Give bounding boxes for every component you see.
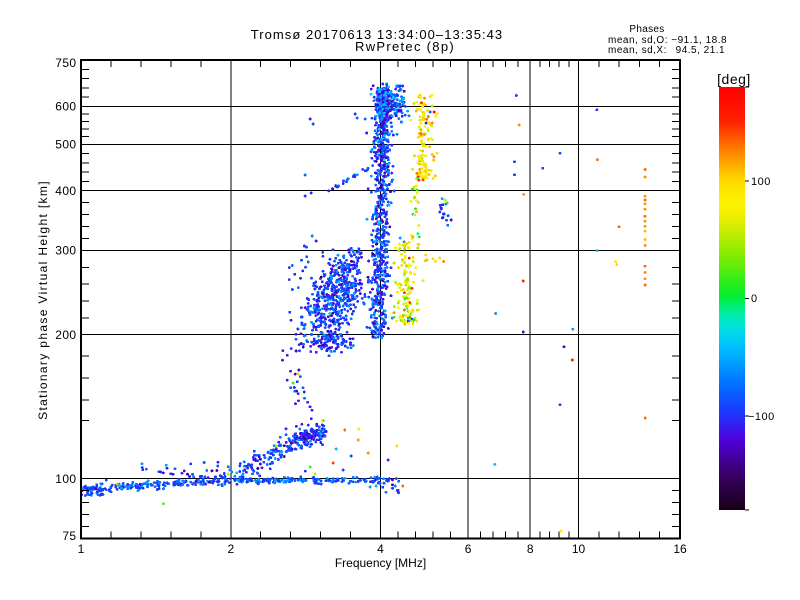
svg-text:−100: −100 — [748, 411, 775, 423]
svg-text:500: 500 — [55, 138, 76, 152]
svg-text:16: 16 — [673, 542, 687, 556]
svg-text:[deg]: [deg] — [717, 71, 751, 87]
svg-text:8: 8 — [527, 542, 534, 556]
svg-text:2: 2 — [227, 542, 234, 556]
svg-text:RwPretec (8p): RwPretec (8p) — [355, 39, 455, 54]
svg-text:75: 75 — [62, 529, 76, 543]
svg-text:300: 300 — [55, 244, 76, 258]
svg-text:6: 6 — [465, 542, 472, 556]
svg-text:mean, sd,O: −91.1, 18.8: mean, sd,O: −91.1, 18.8 — [608, 35, 727, 46]
svg-text:100: 100 — [55, 472, 76, 486]
svg-text:100: 100 — [751, 176, 771, 188]
svg-text:Stationary phase Virtual Heigh: Stationary phase Virtual Height [km] — [36, 180, 50, 420]
svg-text:Frequency [MHz]: Frequency [MHz] — [335, 556, 426, 570]
svg-text:750: 750 — [55, 56, 76, 70]
svg-text:200: 200 — [55, 328, 76, 342]
svg-text:1: 1 — [78, 542, 85, 556]
svg-text:0: 0 — [751, 293, 758, 305]
svg-text:Phases: Phases — [629, 24, 664, 35]
svg-text:10: 10 — [572, 542, 586, 556]
svg-text:Tromsø 20170613 13:34:00–13:35: Tromsø 20170613 13:34:00–13:35:43 — [251, 27, 503, 42]
svg-text:400: 400 — [55, 184, 76, 198]
svg-text:600: 600 — [55, 100, 76, 114]
svg-text:mean, sd,X: 94.5, 21.1: mean, sd,X: 94.5, 21.1 — [608, 45, 725, 56]
svg-text:4: 4 — [377, 542, 384, 556]
